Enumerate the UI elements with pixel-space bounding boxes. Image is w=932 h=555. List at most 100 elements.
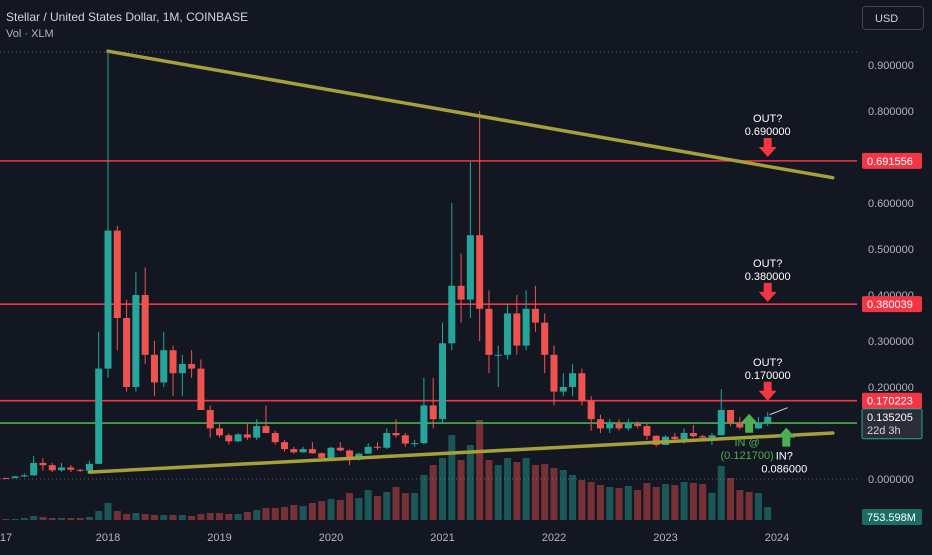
candle-body	[76, 469, 84, 471]
down-arrow-icon	[758, 282, 777, 302]
volume-bar	[764, 507, 772, 520]
volume-bar	[197, 514, 205, 520]
volume-bar	[541, 464, 549, 520]
resistance-price-tag	[862, 296, 922, 313]
candle-body	[559, 387, 567, 392]
x-tick-label: 2018	[96, 532, 120, 544]
candle-body	[634, 423, 642, 427]
candle-body	[392, 433, 400, 436]
price-tag-label: 0.691556	[867, 156, 913, 168]
volume-bar	[745, 492, 753, 520]
candle-body	[271, 433, 279, 443]
volume-bar	[318, 501, 326, 520]
volume-bar	[624, 486, 632, 520]
price-tag-label: 0.380039	[867, 299, 913, 311]
candle-body	[411, 443, 419, 445]
candle-body	[587, 400, 595, 420]
y-tick-label: 0.600000	[868, 198, 914, 210]
x-tick-label: 17	[0, 532, 12, 544]
volume-bar	[123, 514, 131, 520]
volume-bar	[290, 505, 298, 520]
candle-body	[225, 435, 233, 442]
volume-bar	[299, 506, 307, 520]
volume-bar	[48, 518, 56, 520]
candle-body	[123, 318, 131, 387]
volume-bar	[39, 517, 47, 520]
volume-bar	[643, 483, 651, 520]
candle-body	[253, 426, 261, 438]
x-tick-label: 2022	[542, 532, 566, 544]
volume-bar	[754, 493, 762, 520]
volume-bar	[689, 483, 697, 520]
volume-bar	[234, 514, 242, 520]
candle-body	[531, 308, 539, 323]
volume-bar	[485, 460, 493, 520]
candle-body	[522, 308, 530, 346]
y-tick-label: 0.000000	[868, 474, 914, 486]
candle-body	[2, 478, 10, 480]
volume-bar	[383, 492, 391, 520]
annotation-label: OUT?	[753, 357, 782, 369]
candle-body	[727, 410, 735, 423]
candle-body	[290, 449, 298, 453]
volume-bar	[85, 517, 93, 520]
candle-body	[169, 350, 177, 374]
candle-body	[606, 423, 614, 429]
candle-body	[20, 475, 28, 477]
volume-bar	[411, 493, 419, 520]
annotation-value: 0.086000	[761, 464, 807, 476]
volume-bar	[476, 420, 484, 520]
candle-body	[401, 435, 409, 444]
candle-body	[262, 426, 270, 433]
candle-body	[11, 476, 19, 479]
volume-bar	[364, 490, 372, 520]
candle-body	[754, 422, 762, 429]
volume-bar	[662, 484, 669, 520]
candle-body	[680, 433, 688, 439]
volume-indicator-label: Vol · XLM	[6, 28, 54, 40]
candle-body	[113, 230, 121, 318]
volume-bar	[513, 462, 521, 520]
candle-body	[95, 368, 103, 464]
candle-body	[197, 368, 205, 410]
volume-bar	[615, 488, 623, 520]
candle-body	[85, 463, 93, 471]
volume-bar	[327, 499, 335, 520]
annotation-value: 0.690000	[745, 126, 791, 138]
candle-body	[150, 354, 158, 383]
trendline	[106, 49, 835, 180]
volume-bar	[680, 482, 688, 520]
candle-body	[476, 235, 484, 309]
volume-bar	[113, 511, 121, 520]
candle-body	[439, 343, 446, 420]
volume-bar	[494, 465, 502, 520]
pointer-line	[769, 407, 788, 416]
volume-tag-label: 753.598M	[867, 512, 916, 524]
volume-bar	[466, 445, 474, 520]
volume-bar	[2, 519, 10, 520]
candle-body	[178, 364, 186, 374]
candle-body	[689, 433, 697, 437]
volume-bar	[281, 507, 289, 520]
volume-bar	[253, 510, 261, 520]
annotation-value: 0.170000	[745, 370, 791, 382]
volume-bar	[188, 516, 196, 520]
volume-bar	[578, 480, 586, 520]
volume-bar	[355, 498, 363, 520]
candle-body	[671, 436, 679, 439]
candle-body	[429, 405, 437, 420]
volume-bar	[346, 493, 354, 520]
annotation-label: IN @	[735, 437, 760, 449]
volume-bar	[150, 515, 158, 520]
currency-button[interactable]: USD	[862, 6, 924, 30]
down-arrow-icon	[758, 138, 777, 157]
candle-body	[299, 449, 307, 453]
candle-body	[764, 416, 772, 423]
candle-body	[132, 295, 140, 387]
candle-body	[615, 423, 623, 429]
candle-body	[708, 435, 716, 438]
x-tick-label: 2023	[653, 532, 677, 544]
volume-bar	[104, 503, 112, 520]
